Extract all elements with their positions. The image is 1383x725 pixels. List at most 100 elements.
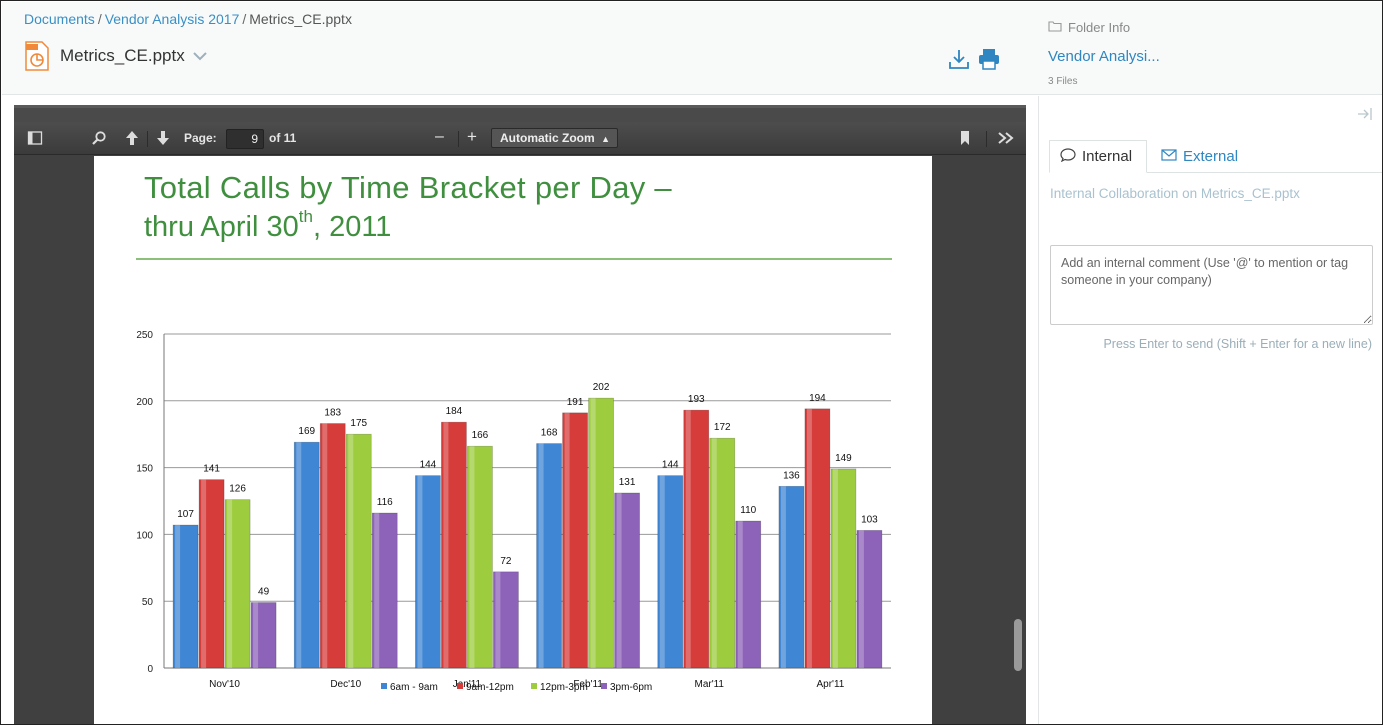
- data-label: 172: [714, 422, 731, 433]
- data-label: 183: [324, 408, 341, 419]
- data-label: 166: [472, 430, 489, 441]
- bar: [709, 437, 736, 669]
- bar-highlight: [374, 513, 380, 668]
- bar-highlight: [737, 521, 743, 668]
- bar: [293, 441, 320, 669]
- bar: [683, 409, 710, 669]
- zoom-select[interactable]: Automatic Zoom ▲: [491, 128, 618, 148]
- x-tick-label: Feb'11: [573, 679, 603, 690]
- slide-title-line1: Total Calls by Time Bracket per Day –: [144, 170, 672, 205]
- data-label: 136: [783, 470, 800, 481]
- title-text: thru April 30: [144, 210, 299, 243]
- data-label: 103: [861, 514, 878, 525]
- bookmark-icon[interactable]: [957, 130, 973, 146]
- pdf-viewer: Page: of 11 – + Automatic Zoom ▲ Total C…: [14, 105, 1026, 724]
- legend-swatch: [457, 683, 463, 689]
- data-label: 141: [203, 464, 220, 475]
- bar: [224, 499, 251, 669]
- bar: [562, 412, 588, 669]
- bar: [735, 520, 762, 669]
- document-header: Documents / Vendor Analysis 2017/Metrics_C…: [2, 2, 1038, 95]
- bar: [172, 524, 199, 669]
- folder-name-link[interactable]: Vendor Analysi...: [1048, 48, 1160, 65]
- bar: [614, 492, 640, 669]
- zoom-in-button[interactable]: +: [467, 127, 477, 146]
- bar: [250, 602, 277, 669]
- y-tick-label: 50: [142, 597, 154, 608]
- collaboration-panel: Internal External Internal Collaboration…: [1038, 96, 1382, 724]
- breadcrumb-vendor-analysis[interactable]: Vendor Analysis 2017: [104, 11, 240, 27]
- legend-swatch: [531, 683, 537, 689]
- data-label: 116: [377, 497, 393, 508]
- slide-title-line2: thru April 30th, 2011: [144, 207, 672, 243]
- y-tick-label: 100: [136, 530, 153, 541]
- legend-label: 12pm-3pm: [540, 682, 588, 693]
- bar-highlight: [806, 408, 812, 668]
- bar-highlight: [832, 468, 838, 668]
- chevron-down-icon[interactable]: [192, 48, 207, 61]
- folder-info-panel: Folder Info Vendor Analysi... 3 Files: [1038, 2, 1382, 95]
- tools-menu-icon[interactable]: [997, 130, 1014, 146]
- select-arrows-icon: ▲: [601, 134, 610, 144]
- file-name: Metrics_CE.pptx: [60, 46, 185, 65]
- bar-highlight: [322, 423, 328, 668]
- bar-highlight: [348, 434, 354, 668]
- pdf-page: Total Calls by Time Bracket per Day – th…: [94, 156, 932, 724]
- bar: [493, 571, 519, 669]
- data-label: 131: [619, 477, 636, 488]
- folder-info-text: Folder Info: [1068, 20, 1131, 35]
- folder-info-label: Folder Info: [1048, 20, 1130, 35]
- page-number-input[interactable]: [226, 129, 264, 149]
- next-page-icon[interactable]: [155, 130, 171, 146]
- y-tick-label: 200: [136, 397, 153, 408]
- find-icon[interactable]: [91, 130, 107, 146]
- x-tick-label: Jan'11: [453, 679, 482, 690]
- previous-page-icon[interactable]: [124, 130, 140, 146]
- scrollbar-thumb[interactable]: [1014, 619, 1022, 671]
- breadcrumb-separator: /: [97, 11, 102, 27]
- data-label: 184: [446, 406, 463, 417]
- tab-internal[interactable]: Internal: [1049, 140, 1147, 173]
- send-hint: Press Enter to send (Shift + Enter for a…: [1103, 337, 1372, 351]
- bar-highlight: [711, 438, 717, 668]
- document-actions: [948, 48, 1000, 70]
- data-label: 72: [500, 556, 512, 567]
- data-label: 168: [541, 428, 558, 439]
- legend-label: 3pm-6pm: [610, 682, 652, 693]
- bar: [536, 443, 562, 669]
- internal-comment-input[interactable]: [1050, 245, 1373, 325]
- bar-highlight: [590, 398, 596, 668]
- bar-highlight: [685, 410, 691, 668]
- folder-icon: [1048, 20, 1062, 35]
- toolbar-divider: [147, 131, 148, 147]
- legend-swatch: [381, 683, 387, 689]
- breadcrumb-current: Metrics_CE.pptx: [249, 11, 352, 27]
- breadcrumb-documents[interactable]: Documents: [24, 11, 95, 27]
- bar: [804, 408, 831, 669]
- bar: [467, 445, 493, 669]
- y-tick-label: 250: [136, 330, 153, 341]
- zoom-out-button[interactable]: –: [435, 128, 444, 145]
- bar-highlight: [659, 475, 665, 668]
- data-label: 149: [835, 453, 852, 464]
- bar-highlight: [538, 443, 544, 668]
- zoom-value: Automatic Zoom: [500, 131, 595, 145]
- bar-highlight: [858, 530, 864, 668]
- data-label: 194: [809, 393, 826, 404]
- sidebar-toggle-icon[interactable]: [27, 130, 43, 146]
- tab-external[interactable]: External: [1151, 140, 1248, 173]
- bar-highlight: [495, 571, 501, 668]
- bar: [588, 397, 614, 669]
- file-title-row: Metrics_CE.pptx: [24, 40, 207, 72]
- data-label: 191: [567, 397, 584, 408]
- bar: [415, 475, 441, 669]
- page-label: Page:: [184, 131, 217, 145]
- collapse-panel-icon[interactable]: [1357, 106, 1373, 122]
- legend-swatch: [601, 683, 607, 689]
- legend-label: 6am - 9am: [390, 682, 438, 693]
- envelope-icon: [1161, 148, 1177, 165]
- download-icon[interactable]: [948, 48, 970, 70]
- collaboration-tabs: Internal External: [1049, 140, 1382, 173]
- print-icon[interactable]: [978, 48, 1000, 70]
- bar: [441, 421, 467, 669]
